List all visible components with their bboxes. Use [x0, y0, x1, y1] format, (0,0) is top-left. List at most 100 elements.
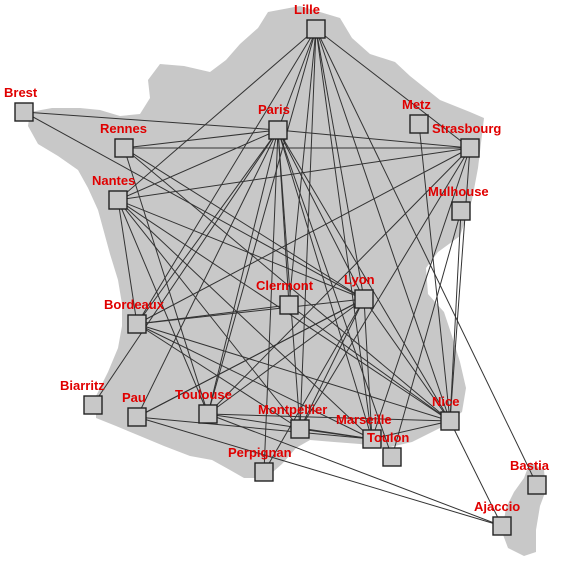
route-lyon-montpellier — [299, 298, 365, 430]
city-node-bastia[interactable] — [527, 475, 547, 495]
route-brest-paris — [23, 111, 279, 131]
route-lille-nantes — [117, 28, 317, 201]
city-toulon[interactable]: Toulon — [367, 430, 409, 467]
city-label-perpignan: Perpignan — [228, 445, 292, 460]
city-label-paris: Paris — [258, 102, 290, 117]
route-strasbourg-toulouse — [207, 147, 471, 415]
city-node-lyon[interactable] — [354, 289, 374, 309]
city-mulhouse[interactable]: Mulhouse — [428, 184, 489, 221]
route-lille-clermont — [288, 28, 317, 306]
route-pau-marseille — [136, 416, 373, 440]
city-clermont[interactable]: Clermont — [256, 278, 314, 315]
city-bastia[interactable]: Bastia — [510, 458, 550, 495]
route-nantes-bordeaux — [117, 199, 138, 325]
city-node-biarritz[interactable] — [83, 395, 103, 415]
city-pau[interactable]: Pau — [122, 390, 147, 427]
city-node-perpignan[interactable] — [254, 462, 274, 482]
route-paris-toulouse — [207, 129, 279, 415]
city-lyon[interactable]: Lyon — [344, 272, 375, 309]
city-label-ajaccio: Ajaccio — [474, 499, 520, 514]
city-brest[interactable]: Brest — [4, 85, 38, 122]
route-lille-bordeaux — [136, 28, 317, 325]
route-nantes-lyon — [117, 199, 365, 300]
city-node-bordeaux[interactable] — [127, 314, 147, 334]
city-node-ajaccio[interactable] — [492, 516, 512, 536]
city-label-toulon: Toulon — [367, 430, 409, 445]
route-strasbourg-nice — [449, 147, 471, 422]
route-strasbourg-bordeaux — [136, 147, 471, 325]
route-mulhouse-nice — [449, 210, 462, 422]
route-paris-biarritz — [92, 129, 279, 406]
route-paris-strasbourg — [277, 129, 471, 149]
city-label-nantes: Nantes — [92, 173, 135, 188]
route-brest-lyon — [23, 111, 365, 300]
route-pau-ajaccio — [136, 416, 503, 527]
city-marseille[interactable]: Marseille — [336, 412, 392, 449]
city-node-montpellier[interactable] — [290, 419, 310, 439]
city-montpellier[interactable]: Montpellier — [258, 402, 327, 439]
city-node-nantes[interactable] — [108, 190, 128, 210]
route-rennes-toulouse — [123, 147, 209, 415]
route-rennes-lyon — [123, 147, 365, 300]
route-lille-nice — [315, 28, 451, 422]
route-lille-strasbourg — [315, 28, 471, 149]
city-node-nice[interactable] — [440, 411, 460, 431]
city-label-clermont: Clermont — [256, 278, 314, 293]
city-perpignan[interactable]: Perpignan — [228, 445, 292, 482]
city-node-toulon[interactable] — [382, 447, 402, 467]
route-paris-pau — [136, 129, 279, 418]
city-node-brest[interactable] — [14, 102, 34, 122]
city-lille[interactable]: Lille — [294, 2, 326, 39]
city-rennes[interactable]: Rennes — [100, 121, 147, 158]
city-bordeaux[interactable]: Bordeaux — [104, 297, 165, 334]
route-pau-lyon — [136, 298, 365, 418]
route-nantes-paris — [117, 129, 279, 201]
city-label-lyon: Lyon — [344, 272, 375, 287]
city-nantes[interactable]: Nantes — [92, 173, 135, 210]
city-toulouse[interactable]: Toulouse — [175, 387, 232, 424]
city-label-bordeaux: Bordeaux — [104, 297, 165, 312]
route-lyon-toulouse — [207, 298, 365, 415]
city-node-toulouse[interactable] — [198, 404, 218, 424]
city-label-bastia: Bastia — [510, 458, 550, 473]
route-lines — [23, 28, 538, 527]
route-metz-nice — [418, 123, 451, 422]
route-paris-montpellier — [277, 129, 301, 430]
city-strasbourg[interactable]: Strasbourg — [432, 121, 501, 158]
route-nice-ajaccio — [449, 420, 503, 527]
route-lyon-marseille — [363, 298, 373, 440]
city-nice[interactable]: Nice — [432, 394, 460, 431]
route-toulouse-ajaccio — [207, 413, 503, 527]
route-strasbourg-montpellier — [299, 147, 471, 430]
route-strasbourg-marseille — [371, 147, 471, 440]
city-node-strasbourg[interactable] — [460, 138, 480, 158]
city-node-metz[interactable] — [409, 114, 429, 134]
route-nantes-marseille — [117, 199, 373, 440]
city-node-mulhouse[interactable] — [451, 201, 471, 221]
city-node-pau[interactable] — [127, 407, 147, 427]
route-nantes-strasbourg — [117, 147, 471, 201]
city-node-rennes[interactable] — [114, 138, 134, 158]
city-label-brest: Brest — [4, 85, 38, 100]
city-node-clermont[interactable] — [279, 295, 299, 315]
city-node-lille[interactable] — [306, 19, 326, 39]
city-paris[interactable]: Paris — [258, 102, 290, 140]
city-label-biarritz: Biarritz — [60, 378, 105, 393]
route-lille-bastia — [315, 28, 538, 486]
city-node-paris[interactable] — [268, 120, 288, 140]
route-mulhouse-toulon — [391, 210, 462, 458]
city-biarritz[interactable]: Biarritz — [60, 378, 105, 415]
route-rennes-paris — [123, 129, 279, 149]
route-lille-lyon — [315, 28, 365, 300]
route-bordeaux-nice — [136, 323, 451, 422]
route-paris-marseille — [277, 129, 373, 440]
city-ajaccio[interactable]: Ajaccio — [474, 499, 520, 536]
city-label-lille: Lille — [294, 2, 320, 17]
city-node-marseille[interactable] — [362, 429, 382, 449]
city-nodes: Lille Brest Paris Metz Rennes Strasbourg Nante… — [4, 2, 550, 536]
route-bordeaux-montpellier — [136, 323, 301, 430]
route-lille-paris — [277, 28, 317, 131]
city-metz[interactable]: Metz — [402, 97, 431, 134]
route-marseille-nice — [371, 420, 451, 440]
